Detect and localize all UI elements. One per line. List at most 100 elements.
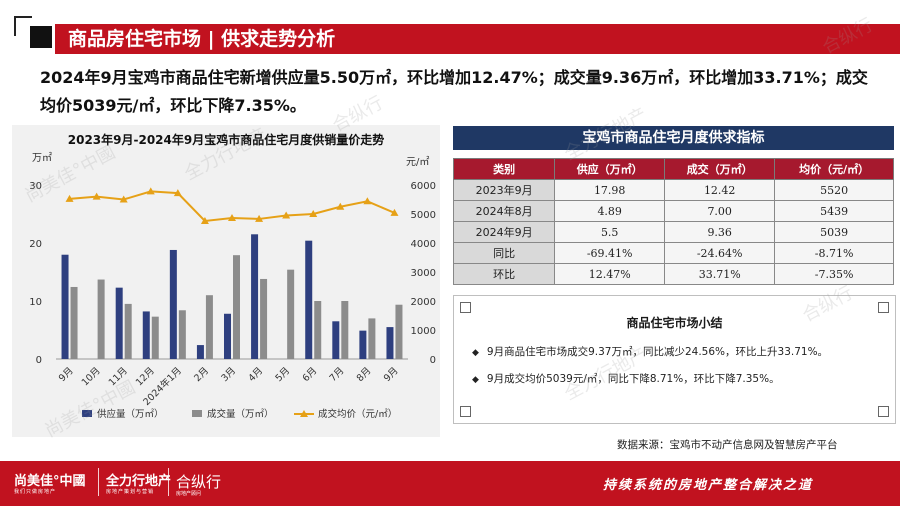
table-row: 2024年8月 4.89 7.00 5439 bbox=[452, 200, 894, 222]
cell-deal: 9.36 bbox=[664, 221, 776, 243]
supply-bar bbox=[224, 313, 231, 359]
supply-bar bbox=[386, 327, 394, 359]
column-header-price: 均价（元/㎡） bbox=[774, 158, 894, 180]
corner-square-decoration bbox=[878, 302, 889, 313]
y-left-tick-label: 30 bbox=[29, 181, 42, 192]
cell-supply: -69.41% bbox=[554, 242, 666, 264]
footer-divider bbox=[98, 468, 99, 496]
x-tick-label: 6月 bbox=[301, 365, 320, 384]
x-tick-label: 7月 bbox=[328, 365, 347, 384]
table-row: 2023年9月 17.98 12.42 5520 bbox=[452, 179, 894, 201]
diamond-bullet-icon: ◆ bbox=[472, 375, 479, 385]
diamond-bullet-icon: ◆ bbox=[472, 348, 479, 358]
cell-deal: -24.64% bbox=[664, 242, 776, 264]
summary-bullet: ◆ 9月商品住宅市场成交9.37万㎡，同比减少24.56%，环比上升33.71%。 bbox=[472, 344, 828, 359]
corner-square-decoration bbox=[460, 406, 471, 417]
deal-bar bbox=[395, 304, 403, 359]
legend-price-label: 成交均价（元/㎡） bbox=[318, 408, 397, 420]
y-right-tick-label: 1000 bbox=[411, 326, 436, 337]
cell-supply: 5.5 bbox=[554, 221, 666, 243]
logo-shangmeijia-tagline: 我们只做房地产 bbox=[14, 489, 57, 495]
column-header-deal: 成交（万㎡） bbox=[664, 158, 776, 180]
column-header-category: 类别 bbox=[452, 158, 556, 180]
deal-bar bbox=[205, 295, 213, 359]
supply-bar bbox=[359, 330, 367, 359]
logo-hezongxing-tagline: 房地产顾问 bbox=[176, 491, 202, 497]
y-right-tick-label: 0 bbox=[430, 355, 436, 366]
y-left-unit-label: 万㎡ bbox=[32, 152, 52, 164]
price-point bbox=[200, 216, 209, 224]
supply-bar bbox=[169, 249, 177, 359]
deal-bar bbox=[341, 301, 349, 359]
legend-deal-label: 成交量（万㎡） bbox=[207, 408, 274, 420]
x-tick-label: 10月 bbox=[80, 365, 103, 388]
logo-hezongxing: 合纵行 bbox=[176, 473, 222, 491]
cell-deal: 33.71% bbox=[664, 263, 776, 285]
deal-bar bbox=[260, 278, 268, 359]
cell-price: 5520 bbox=[774, 179, 894, 201]
y-right-unit-label: 元/㎡ bbox=[406, 156, 429, 168]
price-point bbox=[336, 202, 345, 210]
price-point bbox=[228, 214, 236, 222]
deal-bar bbox=[314, 301, 322, 359]
row-label: 2023年9月 bbox=[452, 179, 556, 201]
y-left-tick-label: 10 bbox=[29, 297, 42, 308]
cell-supply: 17.98 bbox=[554, 179, 666, 201]
supply-bar bbox=[142, 311, 150, 359]
cell-deal: 7.00 bbox=[664, 200, 776, 222]
y-right-tick-label: 2000 bbox=[411, 297, 436, 308]
corner-square-decoration bbox=[460, 302, 471, 313]
logo-quanlixing-tagline: 房地产策划与营销 bbox=[106, 489, 155, 495]
row-label: 环比 bbox=[452, 263, 556, 285]
y-left-tick-label: 20 bbox=[29, 239, 42, 250]
cell-price: 5439 bbox=[774, 200, 894, 222]
supply-bar bbox=[305, 240, 313, 359]
summary-bullet-text: 9月成交均价5039元/㎡，同比下降8.71%，环比下降7.35%。 bbox=[486, 373, 780, 385]
x-tick-label: 8月 bbox=[355, 365, 374, 384]
x-tick-label: 3月 bbox=[219, 365, 238, 384]
table-row: 环比 12.47% 33.71% -7.35% bbox=[452, 263, 894, 285]
cell-supply: 4.89 bbox=[554, 200, 666, 222]
logo-quanlixing: 全力行地产 bbox=[106, 474, 172, 489]
deal-bar bbox=[124, 303, 132, 359]
table-row: 同比 -69.41% -24.64% -8.71% bbox=[452, 242, 894, 264]
market-summary-box: 商品住宅市场小结 ◆ 9月商品住宅市场成交9.37万㎡，同比减少24.56%，环比… bbox=[453, 295, 896, 424]
summary-box-title: 商品住宅市场小结 bbox=[626, 316, 723, 330]
x-tick-label: 11月 bbox=[107, 365, 130, 388]
legend-supply-label: 供应量（万㎡） bbox=[97, 408, 164, 420]
deal-bar bbox=[368, 318, 376, 359]
corner-outline-decoration bbox=[14, 16, 32, 36]
y-left-tick-label: 0 bbox=[36, 355, 42, 366]
deal-bar bbox=[178, 310, 186, 359]
supply-bar bbox=[196, 345, 204, 359]
footer-slogan: 持续系统的房地产整合解决之道 bbox=[603, 478, 814, 493]
legend-deal-swatch bbox=[192, 410, 202, 417]
price-point bbox=[282, 211, 291, 219]
x-tick-label: 12月 bbox=[134, 365, 157, 388]
supply-bar bbox=[332, 321, 340, 359]
cell-price: -7.35% bbox=[774, 263, 894, 285]
supply-bar bbox=[61, 254, 69, 359]
corner-block-decoration bbox=[30, 26, 52, 48]
price-point bbox=[390, 208, 399, 216]
legend-supply-swatch bbox=[82, 410, 92, 417]
supply-bar bbox=[115, 287, 123, 359]
deal-bar bbox=[97, 279, 105, 359]
price-point bbox=[255, 214, 264, 222]
summary-text: 2024年9月宝鸡市商品住宅新增供应量5.50万㎡，环比增加12.47%；成交量… bbox=[40, 68, 868, 115]
price-point bbox=[119, 195, 128, 203]
table-header-row: 类别 供应（万㎡） 成交（万㎡） 均价（元/㎡） bbox=[452, 158, 894, 180]
x-tick-label: 2月 bbox=[192, 365, 211, 384]
row-label: 同比 bbox=[452, 242, 556, 264]
price-point bbox=[309, 210, 318, 217]
y-right-tick-label: 6000 bbox=[411, 181, 436, 192]
indicators-table: 类别 供应（万㎡） 成交（万㎡） 均价（元/㎡） 2023年9月 17.98 1… bbox=[452, 158, 894, 285]
x-tick-label: 9月 bbox=[57, 365, 76, 384]
x-tick-label: 9月 bbox=[382, 365, 401, 384]
summary-bullet: ◆ 9月成交均价5039元/㎡，同比下降8.71%，环比下降7.35%。 bbox=[472, 371, 780, 386]
corner-square-decoration bbox=[878, 406, 889, 417]
row-label: 2024年8月 bbox=[452, 200, 556, 222]
deal-bar bbox=[287, 269, 295, 359]
title-bar bbox=[55, 24, 900, 54]
